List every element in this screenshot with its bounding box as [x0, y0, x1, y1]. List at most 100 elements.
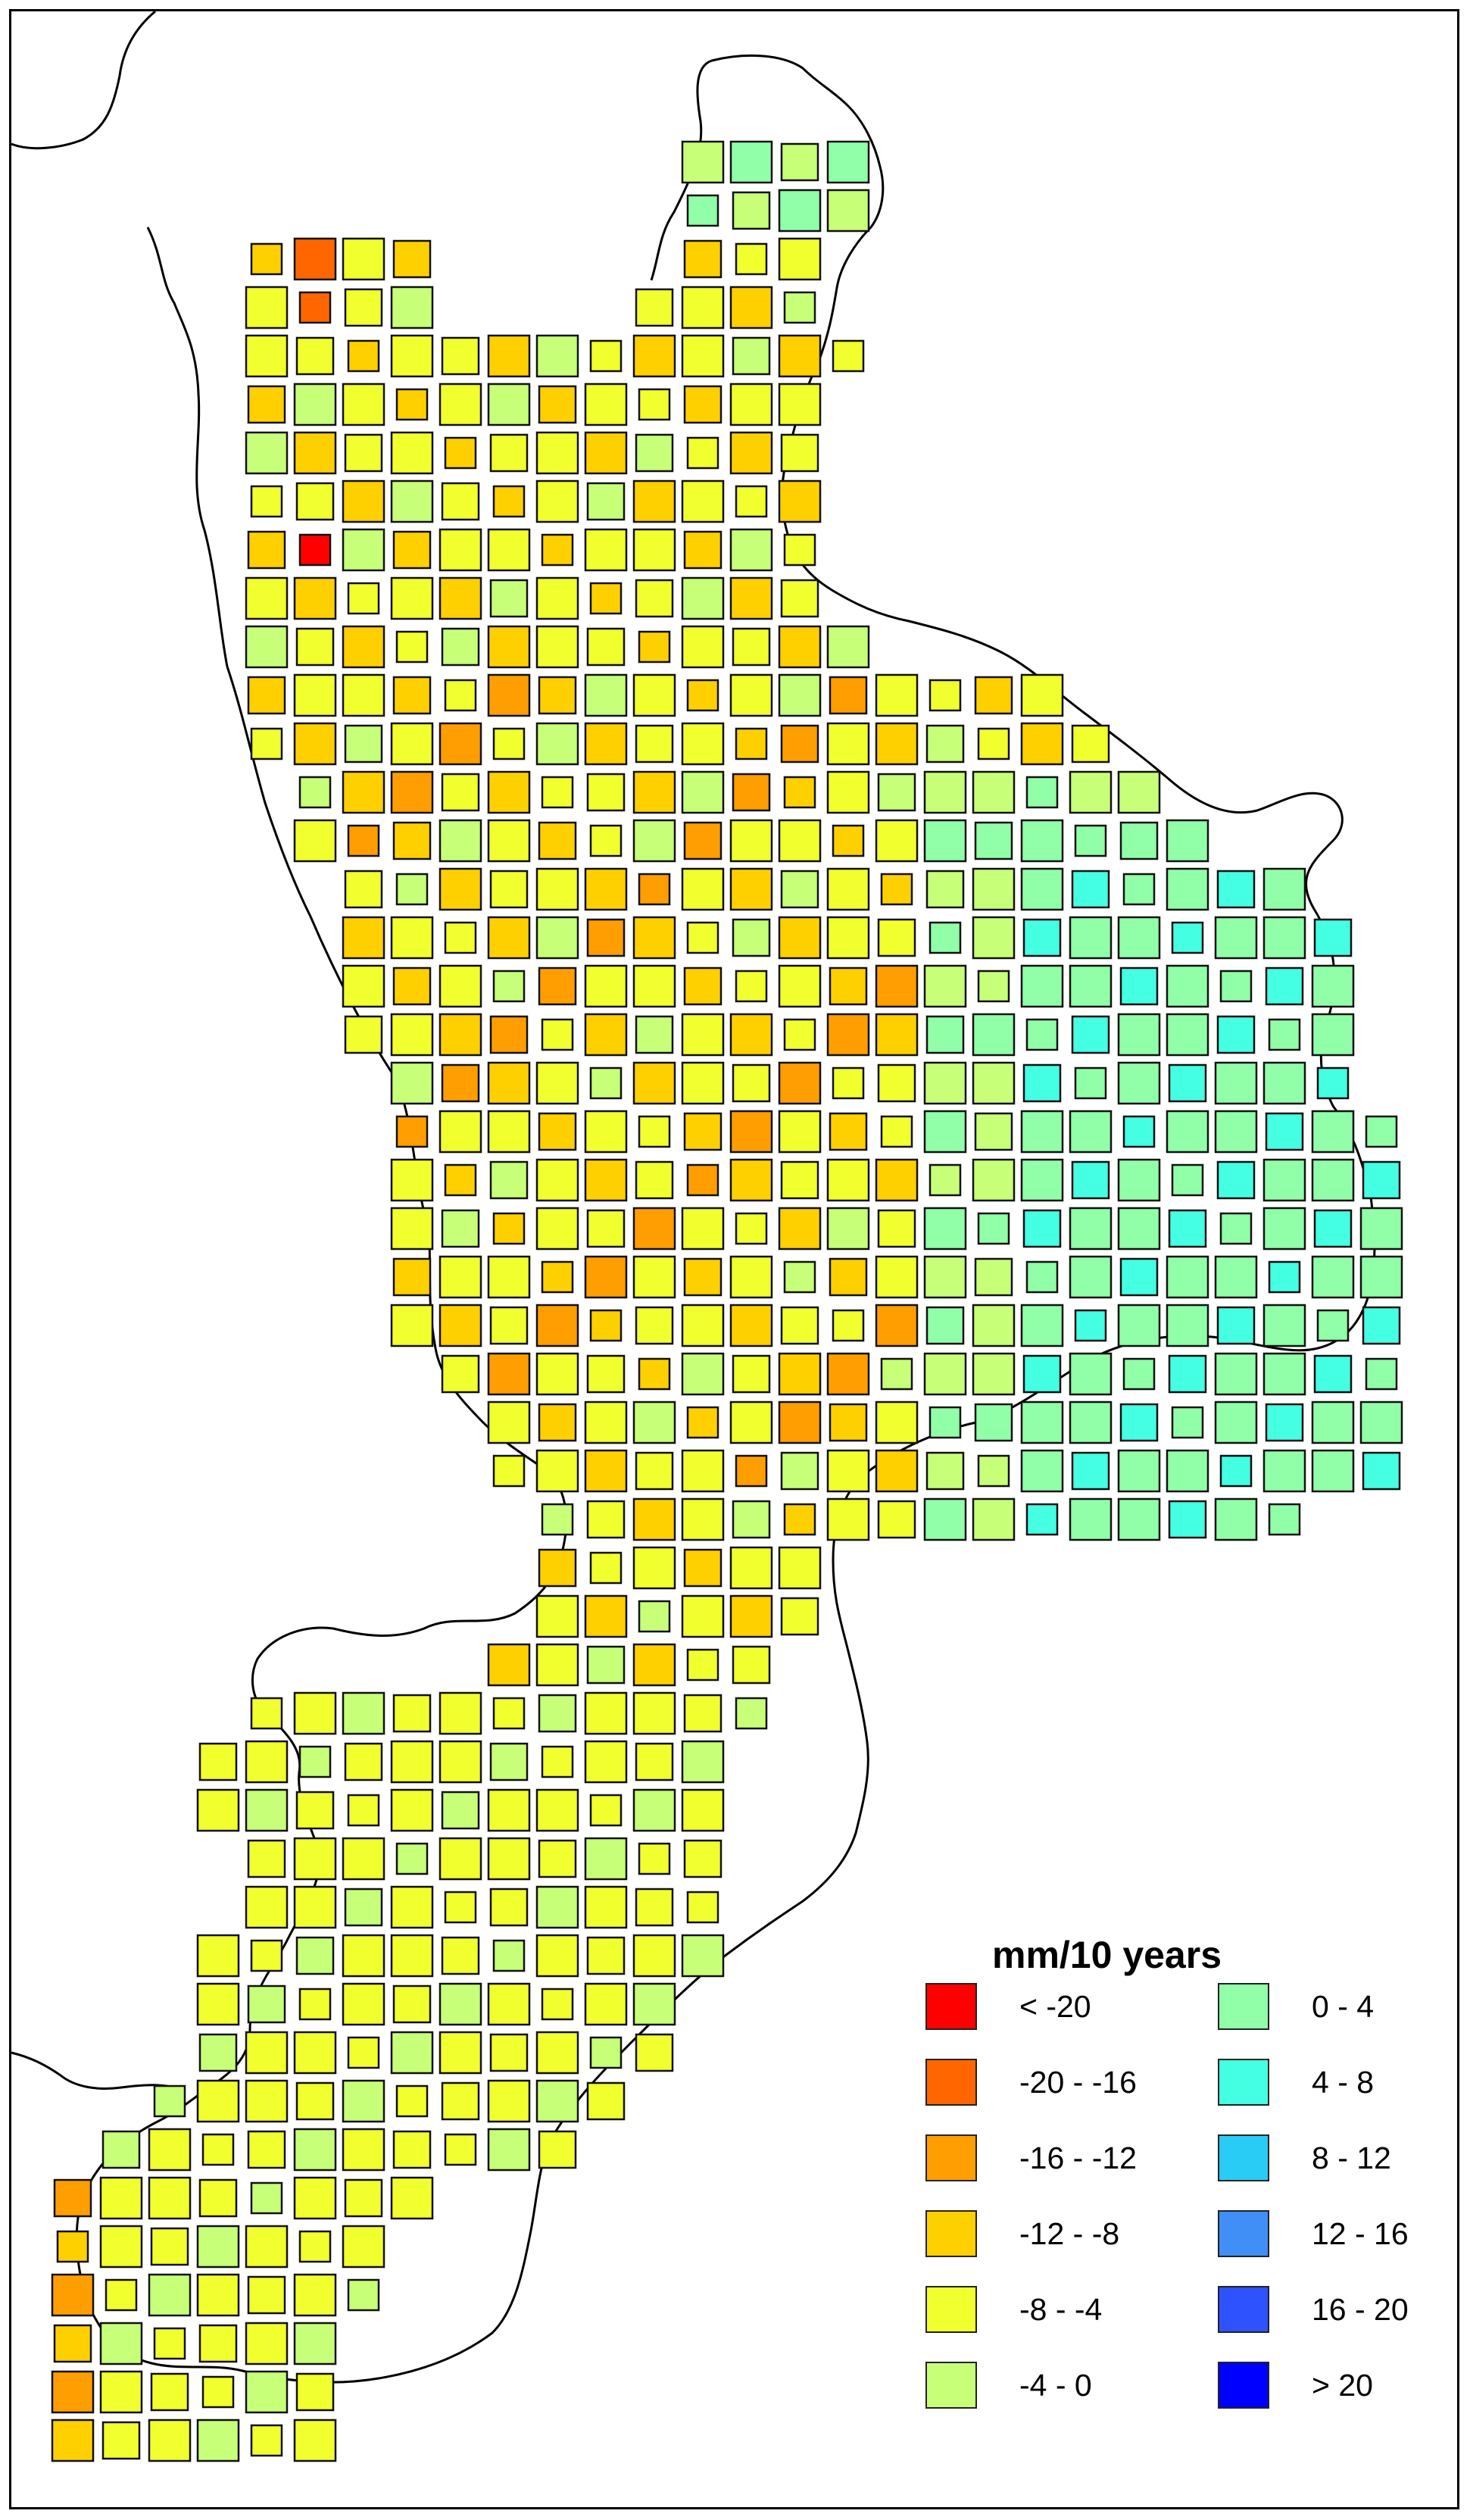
- grid-cell: [586, 2081, 626, 2121]
- grid-cell: [439, 576, 482, 620]
- grid-cell: [586, 918, 626, 957]
- grid-cell: [778, 1207, 822, 1251]
- grid-cell: [589, 582, 623, 615]
- grid-cell: [729, 673, 773, 717]
- grid-cell: [1268, 1018, 1301, 1051]
- grid-cell: [487, 673, 531, 717]
- grid-cell: [492, 1212, 526, 1245]
- grid-cell: [342, 673, 385, 717]
- grid-cell: [489, 2033, 529, 2072]
- grid-cell: [683, 1694, 723, 1733]
- grid-cell: [198, 2324, 238, 2363]
- grid-cell: [535, 1934, 579, 1978]
- grid-cell: [347, 2278, 380, 2312]
- grid-cell: [535, 1061, 579, 1105]
- grid-cell: [783, 1503, 816, 1536]
- grid-cell: [293, 2419, 337, 2462]
- grid-cell: [1074, 1066, 1107, 1100]
- grid-cell: [875, 1255, 919, 1299]
- grid-cell: [1020, 1449, 1064, 1493]
- grid-cell: [826, 770, 870, 814]
- grid-cell: [681, 1740, 725, 1784]
- grid-cell: [342, 2079, 385, 2123]
- grid-cell: [1117, 1304, 1161, 1347]
- grid-cell: [487, 2128, 531, 2172]
- grid-cell: [780, 1160, 819, 1200]
- grid-cell: [875, 1158, 919, 1202]
- grid-cell: [686, 1406, 719, 1439]
- grid-cell: [538, 1548, 577, 1588]
- grid-cell: [439, 867, 482, 911]
- grid-cell: [875, 1401, 919, 1444]
- grid-cell: [293, 722, 337, 766]
- grid-cell: [925, 870, 965, 909]
- grid-cell: [632, 1643, 676, 1687]
- grid-cell: [729, 431, 773, 475]
- grid-cell: [880, 1115, 913, 1148]
- grid-cell: [1265, 1403, 1304, 1442]
- grid-cell: [1020, 673, 1064, 717]
- grid-cell: [683, 1257, 723, 1297]
- grid-cell: [923, 964, 967, 1008]
- grid-cell: [1166, 964, 1209, 1008]
- grid-cell: [832, 1309, 865, 1342]
- grid-cell: [1311, 1158, 1355, 1202]
- grid-cell: [487, 1110, 531, 1154]
- grid-cell: [535, 625, 579, 669]
- legend-swatch: [1218, 2134, 1269, 2181]
- grid-cell: [535, 1643, 579, 1687]
- legend-swatch: [1218, 2210, 1269, 2257]
- grid-cell: [635, 1451, 674, 1491]
- legend-swatch: [925, 2059, 977, 2106]
- grid-cell: [439, 2031, 482, 2075]
- grid-cell: [390, 2031, 434, 2075]
- grid-cell: [101, 2130, 141, 2169]
- grid-cell: [1311, 1449, 1355, 1493]
- legend-item: -4 - 0: [925, 2360, 1092, 2410]
- grid-cell: [681, 334, 725, 378]
- grid-cell: [589, 339, 623, 373]
- grid-cell: [780, 1451, 819, 1491]
- grid-cell: [541, 776, 574, 809]
- grid-cell: [535, 334, 579, 378]
- grid-cell: [245, 1740, 289, 1784]
- grid-cell: [1219, 1454, 1253, 1488]
- grid-cell: [444, 2133, 477, 2166]
- grid-cell: [1022, 918, 1062, 957]
- grid-cell: [683, 966, 723, 1006]
- grid-cell: [632, 964, 676, 1008]
- grid-cell: [829, 1112, 868, 1151]
- grid-cell: [535, 916, 579, 960]
- grid-cell: [441, 1063, 480, 1103]
- grid-cell: [635, 1160, 674, 1200]
- grid-cell: [492, 1697, 526, 1730]
- grid-cell: [925, 1015, 965, 1054]
- legend-swatch: [925, 1983, 977, 2030]
- grid-cell: [1069, 1255, 1113, 1299]
- grid-cell: [250, 485, 283, 518]
- grid-cell: [390, 1788, 434, 1832]
- grid-cell: [293, 2273, 337, 2317]
- grid-cell: [735, 485, 768, 518]
- grid-cell: [1069, 1352, 1113, 1396]
- grid-cell: [395, 2084, 429, 2118]
- grid-cell: [293, 2031, 337, 2075]
- grid-cell: [683, 821, 723, 860]
- grid-cell: [392, 1257, 432, 1297]
- grid-cell: [342, 1691, 385, 1735]
- grid-cell: [929, 1406, 962, 1439]
- grid-cell: [148, 2128, 192, 2172]
- grid-cell: [342, 916, 385, 960]
- grid-cell: [732, 336, 771, 376]
- grid-cell: [977, 1212, 1010, 1245]
- grid-cell: [732, 1354, 771, 1394]
- grid-cell: [589, 824, 623, 857]
- grid-cell: [1311, 1110, 1355, 1154]
- grid-cell: [535, 1594, 579, 1638]
- grid-cell: [492, 485, 526, 518]
- grid-cell: [972, 1497, 1016, 1541]
- grid-cell: [729, 140, 773, 184]
- grid-cell: [632, 479, 676, 523]
- grid-cell: [635, 1888, 674, 1927]
- grid-cell: [1020, 1110, 1064, 1154]
